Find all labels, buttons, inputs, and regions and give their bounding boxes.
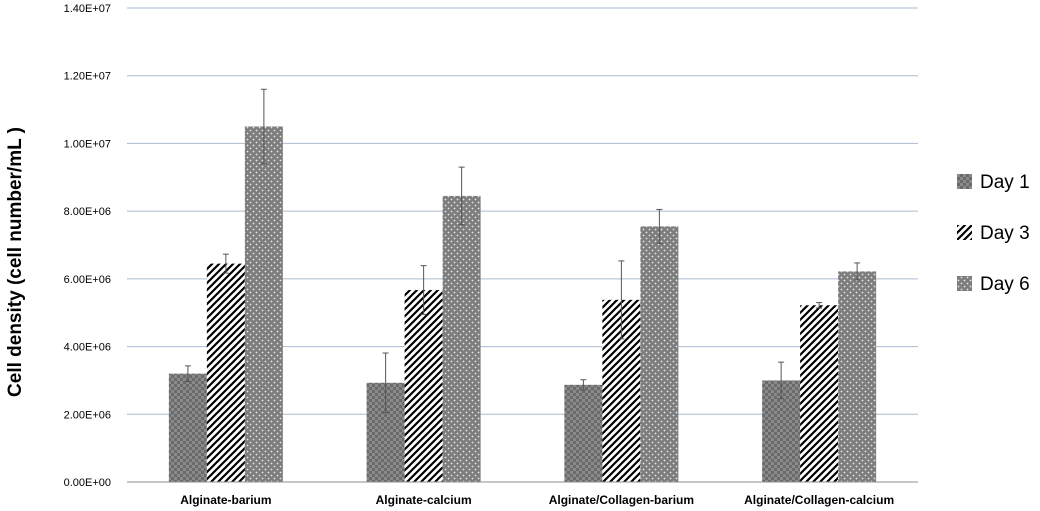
bar-day-1-1: [168, 373, 207, 482]
bar-day-3-2: [404, 290, 443, 482]
legend-label: Day 6: [980, 274, 1030, 295]
bar-day-6-1: [244, 126, 283, 482]
legend-label: Day 3: [980, 223, 1030, 244]
error-bar: [778, 361, 785, 400]
error-bar: [458, 166, 465, 226]
y-tick-label: 1.00E+07: [64, 138, 111, 150]
legend-item-day-3: Day 3: [957, 223, 1030, 244]
bar-day-3-4: [800, 305, 839, 482]
legend-swatch: [957, 276, 972, 291]
y-axis-ticks: 0.00E+00 2.00E+06 4.00E+06 6.00E+06 8.00E+06…: [64, 3, 111, 489]
legend-item-day-1: Day 1: [957, 172, 1030, 193]
y-tick-label: 2.00E+06: [64, 409, 111, 421]
y-tick-label: 1.40E+07: [64, 3, 111, 15]
x-category-label: Alginate/Collagen-barium: [549, 493, 694, 507]
bars: [168, 126, 877, 482]
error-bar: [222, 253, 229, 274]
error-bar: [618, 260, 625, 340]
legend-label: Day 1: [980, 172, 1030, 193]
y-tick-label: 1.20E+07: [64, 71, 111, 83]
y-tick-label: 6.00E+06: [64, 274, 111, 286]
x-category-label: Alginate/Collagen-calcium: [744, 493, 894, 507]
legend-swatch: [957, 225, 972, 240]
error-bar: [854, 262, 861, 281]
error-bar: [260, 88, 267, 165]
x-category-label: Alginate-calcium: [376, 493, 472, 507]
error-bar: [656, 208, 663, 244]
y-tick-label: 0.00E+00: [64, 477, 111, 489]
error-bar: [580, 379, 587, 391]
y-tick-label: 8.00E+06: [64, 206, 111, 218]
bar-day-6-3: [640, 226, 679, 482]
error-bar: [420, 265, 427, 315]
bar-day-6-4: [838, 271, 877, 482]
bar-day-6-2: [442, 195, 481, 482]
y-axis-label: Cell density (cell number/mL ): [5, 127, 26, 397]
bar-day-3-1: [206, 263, 245, 482]
x-category-label: Alginate-barium: [180, 493, 271, 507]
x-axis-categories: Alginate-barium Alginate-calcium Alginate/…: [180, 493, 894, 507]
legend-swatch: [957, 174, 972, 189]
y-tick-label: 4.00E+06: [64, 342, 111, 354]
error-bar: [816, 302, 823, 309]
bar-day-1-3: [564, 384, 603, 482]
error-bar: [382, 352, 389, 414]
error-bar: [184, 365, 191, 382]
error-bars: [184, 88, 861, 414]
legend: Day 1 Day 3 Day 6: [957, 172, 1030, 295]
legend-item-day-6: Day 6: [957, 274, 1030, 295]
